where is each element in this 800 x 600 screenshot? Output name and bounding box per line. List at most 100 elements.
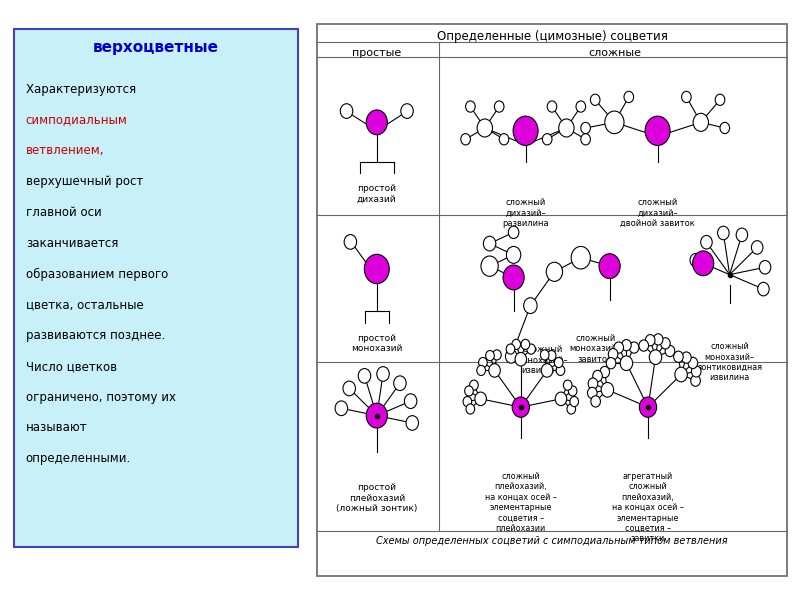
Circle shape [503, 265, 524, 290]
Text: образованием первого: образованием первого [26, 268, 168, 281]
Circle shape [567, 404, 575, 414]
Text: простой
плейохазий
(ложный зонтик): простой плейохазий (ложный зонтик) [336, 484, 418, 513]
Circle shape [682, 91, 691, 103]
Circle shape [751, 241, 763, 254]
Circle shape [470, 380, 478, 390]
Text: определенными.: определенными. [26, 452, 131, 465]
Circle shape [477, 365, 486, 376]
Text: называют: называют [26, 421, 87, 434]
Circle shape [606, 358, 616, 369]
Circle shape [461, 134, 470, 145]
Text: Характеризуются: Характеризуются [26, 83, 140, 96]
Text: верхоцветные: верхоцветные [93, 40, 219, 55]
Circle shape [571, 247, 590, 269]
Circle shape [506, 350, 517, 363]
Circle shape [546, 262, 562, 281]
Circle shape [563, 380, 572, 390]
Circle shape [547, 350, 556, 361]
Circle shape [600, 367, 610, 377]
Text: Схемы определенных соцветий с симподиальным типом ветвления: Схемы определенных соцветий с симподиаль… [376, 536, 728, 546]
Circle shape [674, 351, 683, 362]
Circle shape [466, 404, 474, 414]
Circle shape [614, 342, 623, 353]
Circle shape [481, 256, 498, 277]
Circle shape [599, 254, 620, 278]
Circle shape [540, 350, 549, 360]
Text: сложный
монохазий–
извилина: сложный монохазий– извилина [517, 345, 568, 375]
Circle shape [521, 340, 530, 349]
Circle shape [758, 283, 769, 296]
Circle shape [588, 378, 598, 389]
Circle shape [759, 260, 771, 274]
Circle shape [645, 116, 670, 145]
Circle shape [715, 94, 725, 106]
Text: сложный
плейохазий,
на концах осей –
элементарные
соцветия –
плейохазии: сложный плейохазий, на концах осей – эле… [485, 472, 557, 533]
Text: сложный
дихазий–
развилина: сложный дихазий– развилина [502, 199, 549, 228]
Circle shape [736, 228, 748, 242]
Circle shape [701, 235, 712, 249]
Circle shape [675, 367, 687, 382]
Circle shape [690, 375, 700, 386]
Text: ветвлением,: ветвлением, [26, 145, 104, 157]
Circle shape [335, 401, 347, 416]
Circle shape [404, 394, 417, 409]
Circle shape [568, 386, 577, 396]
Circle shape [343, 381, 355, 396]
Text: развиваются позднее.: развиваются позднее. [26, 329, 165, 342]
Circle shape [524, 298, 537, 314]
Text: ограничено, поэтому их: ограничено, поэтому их [26, 391, 176, 404]
Circle shape [654, 334, 663, 345]
Circle shape [608, 349, 618, 360]
Circle shape [576, 101, 586, 112]
Circle shape [401, 104, 414, 118]
Circle shape [542, 364, 553, 377]
FancyBboxPatch shape [14, 29, 298, 547]
Circle shape [340, 104, 353, 118]
Circle shape [620, 356, 633, 371]
Circle shape [720, 122, 730, 134]
Circle shape [661, 338, 670, 349]
Text: сложные: сложные [588, 48, 641, 58]
Circle shape [366, 110, 387, 135]
Circle shape [630, 342, 639, 353]
Circle shape [493, 350, 502, 360]
Circle shape [665, 346, 674, 356]
Text: простой
монохазий: простой монохазий [351, 334, 402, 353]
Circle shape [587, 387, 597, 398]
Circle shape [358, 368, 370, 383]
Circle shape [646, 335, 655, 346]
Circle shape [475, 392, 486, 406]
Circle shape [394, 376, 406, 391]
Circle shape [555, 392, 566, 406]
Circle shape [542, 134, 552, 145]
Circle shape [581, 134, 590, 145]
Circle shape [593, 370, 602, 382]
FancyBboxPatch shape [317, 23, 787, 577]
Circle shape [570, 397, 578, 407]
Circle shape [508, 226, 519, 239]
Circle shape [465, 386, 474, 396]
Circle shape [406, 416, 418, 430]
Text: симподиальным: симподиальным [26, 113, 128, 127]
Circle shape [499, 134, 509, 145]
Circle shape [688, 357, 698, 368]
Circle shape [622, 340, 631, 351]
Circle shape [478, 358, 487, 368]
Circle shape [639, 340, 649, 351]
Circle shape [466, 101, 475, 112]
Circle shape [366, 403, 387, 428]
Circle shape [463, 397, 472, 407]
Text: простой
дихазий: простой дихазий [357, 184, 397, 204]
Circle shape [650, 350, 662, 365]
Circle shape [526, 344, 535, 354]
Text: агрегатный
сложный
плейохазий,
на концах осей –
элементарные
соцветия –
завитки: агрегатный сложный плейохазий, на концах… [612, 472, 684, 544]
Circle shape [691, 366, 701, 377]
Circle shape [558, 119, 574, 137]
Circle shape [377, 367, 390, 381]
Circle shape [515, 352, 526, 366]
Circle shape [483, 236, 496, 251]
Circle shape [682, 352, 691, 363]
Circle shape [624, 91, 634, 103]
Text: простые: простые [352, 48, 402, 58]
Circle shape [506, 247, 521, 263]
